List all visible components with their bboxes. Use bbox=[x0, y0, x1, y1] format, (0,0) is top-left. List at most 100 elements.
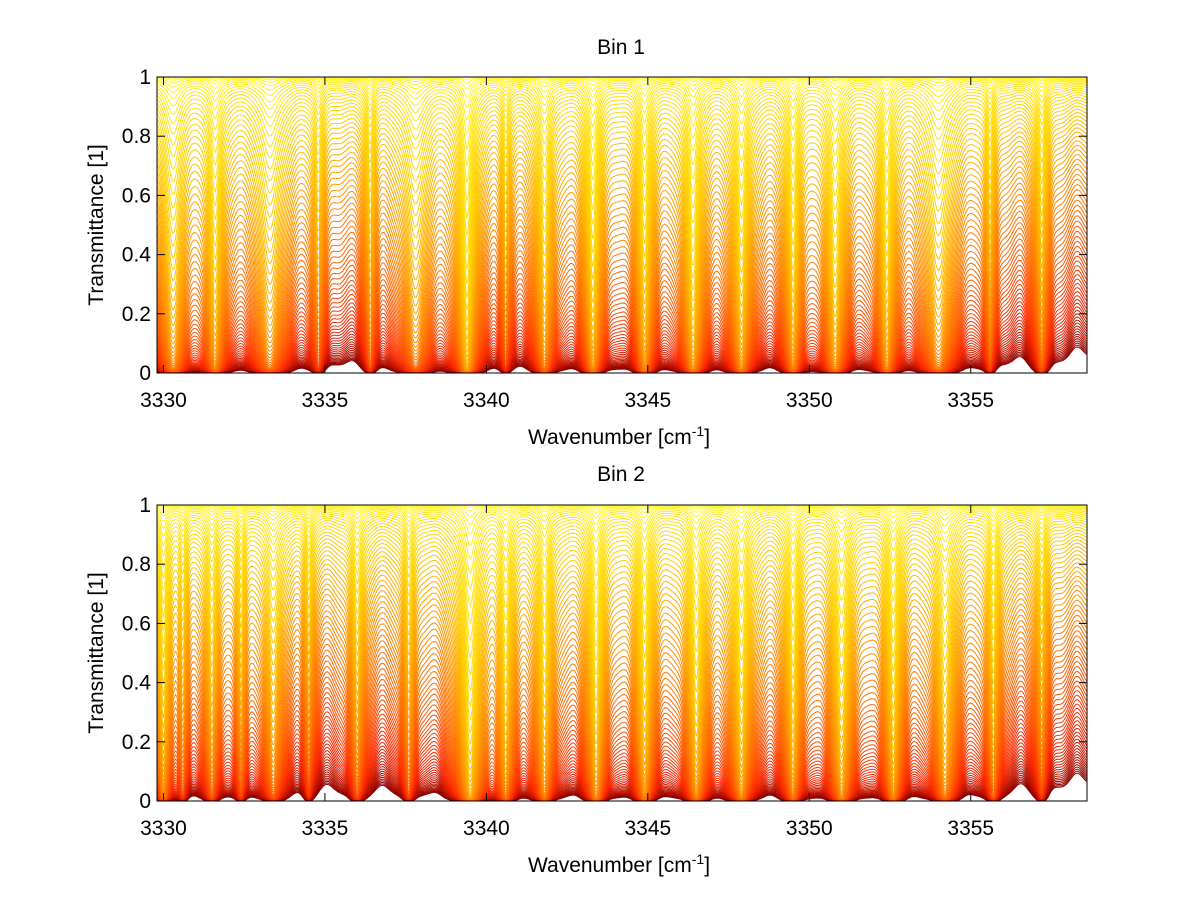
series-line bbox=[156, 84, 1088, 184]
series-group bbox=[156, 504, 1088, 802]
series-line bbox=[156, 178, 1088, 374]
x-tick-label: 3350 bbox=[786, 389, 833, 412]
x-axis-label: Wavenumber [cm-1] bbox=[528, 423, 710, 449]
series-line bbox=[156, 524, 1088, 708]
y-tick-label: 0.4 bbox=[122, 244, 152, 267]
x-tick-label: 3330 bbox=[140, 389, 187, 412]
chart-title: Bin 1 bbox=[597, 36, 645, 59]
x-tick-label: 3340 bbox=[463, 389, 510, 412]
series-line bbox=[156, 511, 1088, 607]
series-line bbox=[156, 542, 1088, 772]
series-line bbox=[156, 112, 1088, 341]
series-line bbox=[156, 131, 1088, 365]
series-line bbox=[156, 91, 1088, 254]
series-line bbox=[156, 127, 1088, 362]
series-line bbox=[156, 194, 1088, 374]
chart-panel-bin-1: Bin 1 3330 3335 3340 3345 3350 3355 0 0.2 0.4 0.6… bbox=[85, 36, 1088, 449]
series-line bbox=[156, 135, 1088, 367]
series-line bbox=[156, 508, 1087, 560]
series-line bbox=[156, 513, 1088, 625]
series-line bbox=[156, 105, 1088, 323]
x-tick-label: 3335 bbox=[302, 389, 349, 412]
series-line bbox=[156, 539, 1088, 764]
y-tick-label: 0.8 bbox=[122, 125, 151, 148]
x-tick-label: 3330 bbox=[140, 817, 187, 840]
series-line bbox=[156, 199, 1088, 374]
y-tick-label: 0 bbox=[139, 790, 151, 813]
series-line bbox=[156, 80, 1088, 135]
y-tick-label: 0.8 bbox=[122, 553, 151, 576]
y-tick-label: 0.4 bbox=[122, 672, 152, 695]
series-line bbox=[156, 119, 1088, 354]
series-line bbox=[156, 510, 1088, 591]
y-tick-label: 0.2 bbox=[122, 731, 151, 754]
y-tick-label: 0.6 bbox=[122, 612, 151, 635]
x-tick-label: 3345 bbox=[624, 389, 671, 412]
series-line bbox=[156, 225, 1088, 374]
series-line bbox=[156, 546, 1088, 778]
tick-group: 3330 3335 3340 3345 3350 3355 0 0.2 0.4 0.6 0.8 1 bbox=[122, 66, 1087, 412]
series-line bbox=[156, 168, 1088, 373]
series-line bbox=[156, 140, 1088, 369]
x-tick-label: 3355 bbox=[947, 817, 994, 840]
series-line bbox=[156, 89, 1088, 237]
y-tick-label: 1 bbox=[139, 494, 151, 517]
series-line bbox=[156, 220, 1088, 374]
series-line bbox=[156, 79, 1088, 121]
series-line bbox=[156, 509, 1088, 575]
series-line bbox=[156, 558, 1088, 791]
series-line bbox=[156, 163, 1088, 373]
series-line bbox=[156, 123, 1088, 358]
y-tick-label: 1 bbox=[139, 66, 151, 89]
series-line bbox=[156, 158, 1088, 373]
series-line bbox=[156, 96, 1088, 286]
x-tick-label: 3355 bbox=[947, 389, 994, 412]
x-axis-label-tail: ] bbox=[704, 854, 710, 877]
series-line bbox=[156, 505, 1087, 518]
x-tick-label: 3335 bbox=[302, 817, 349, 840]
y-axis-label: Transmittance [1] bbox=[85, 144, 108, 305]
series-line bbox=[156, 189, 1088, 374]
series-line bbox=[156, 521, 1088, 692]
x-tick-label: 3350 bbox=[786, 817, 833, 840]
x-tick-label: 3340 bbox=[463, 817, 510, 840]
series-line bbox=[156, 154, 1088, 372]
series-line bbox=[156, 215, 1088, 374]
y-tick-label: 0 bbox=[139, 362, 151, 385]
series-line bbox=[156, 504, 1087, 512]
series-line bbox=[156, 144, 1088, 370]
series-line bbox=[156, 76, 1087, 85]
x-tick-label: 3345 bbox=[624, 817, 671, 840]
series-line bbox=[156, 108, 1088, 332]
series-line bbox=[156, 204, 1088, 374]
series-line bbox=[156, 230, 1088, 374]
series-line bbox=[156, 529, 1088, 734]
series-line bbox=[156, 505, 1087, 525]
series-line bbox=[156, 515, 1088, 642]
series-line bbox=[156, 94, 1088, 271]
series-line bbox=[156, 562, 1088, 794]
series-line bbox=[156, 82, 1088, 167]
series-line bbox=[156, 536, 1088, 756]
series-line bbox=[156, 772, 1088, 802]
series-line bbox=[156, 102, 1088, 312]
series-line bbox=[156, 85, 1088, 202]
series-line bbox=[156, 519, 1088, 676]
chart-panel-bin-2: Bin 2 3330 3335 3340 3345 3350 3355 0 0.2 0.4 0.6… bbox=[85, 463, 1088, 877]
series-line bbox=[156, 115, 1088, 348]
series-line bbox=[156, 554, 1088, 788]
series-line bbox=[156, 149, 1088, 372]
x-axis-label-superscript: -1 bbox=[692, 423, 705, 439]
series-line bbox=[156, 527, 1088, 722]
y-tick-label: 0.2 bbox=[122, 303, 151, 326]
series-line bbox=[156, 78, 1088, 109]
series-group bbox=[156, 76, 1088, 374]
chart-title: Bin 2 bbox=[597, 463, 645, 486]
series-line bbox=[156, 550, 1088, 783]
series-line bbox=[156, 184, 1088, 374]
plot-frame bbox=[156, 76, 1088, 374]
series-line bbox=[156, 87, 1088, 220]
tick-group: 3330 3335 3340 3345 3350 3355 0 0.2 0.4 0.6 0.8 1 bbox=[122, 494, 1087, 840]
series-line bbox=[156, 517, 1088, 660]
